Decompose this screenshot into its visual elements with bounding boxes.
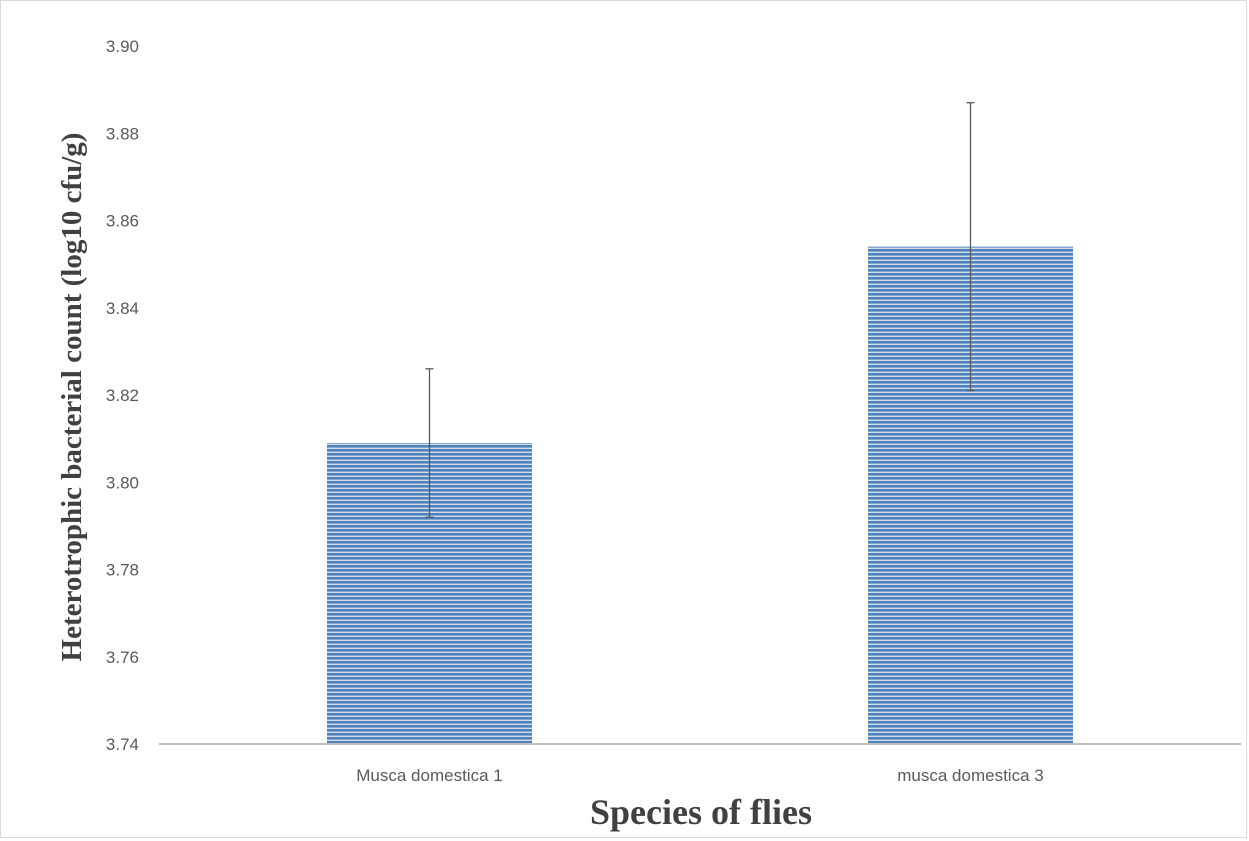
y-tick-label: 3.90 (106, 37, 139, 56)
x-axis-title: Species of flies (590, 792, 812, 832)
y-tick-label: 3.78 (106, 561, 139, 580)
y-tick-label: 3.88 (106, 124, 139, 143)
y-tick-label: 3.86 (106, 212, 139, 231)
y-tick-label: 3.84 (106, 299, 139, 318)
y-tick-label: 3.74 (106, 735, 139, 754)
y-tick-label: 3.82 (106, 386, 139, 405)
y-tick-label: 3.80 (106, 473, 139, 492)
y-tick-label: 3.76 (106, 648, 139, 667)
x-axis-categories: Musca domestica 1 musca domestica 3 (356, 766, 1043, 785)
x-category-label: Musca domestica 1 (356, 766, 502, 785)
x-category-label: musca domestica 3 (897, 766, 1043, 785)
y-axis-title: Heterotrophic bacterial count (log10 cfu… (56, 133, 88, 662)
y-axis-ticks: 3.74 3.76 3.78 3.80 3.82 3.84 3.86 3.88 3.90 (106, 37, 139, 754)
bars (327, 247, 1073, 744)
